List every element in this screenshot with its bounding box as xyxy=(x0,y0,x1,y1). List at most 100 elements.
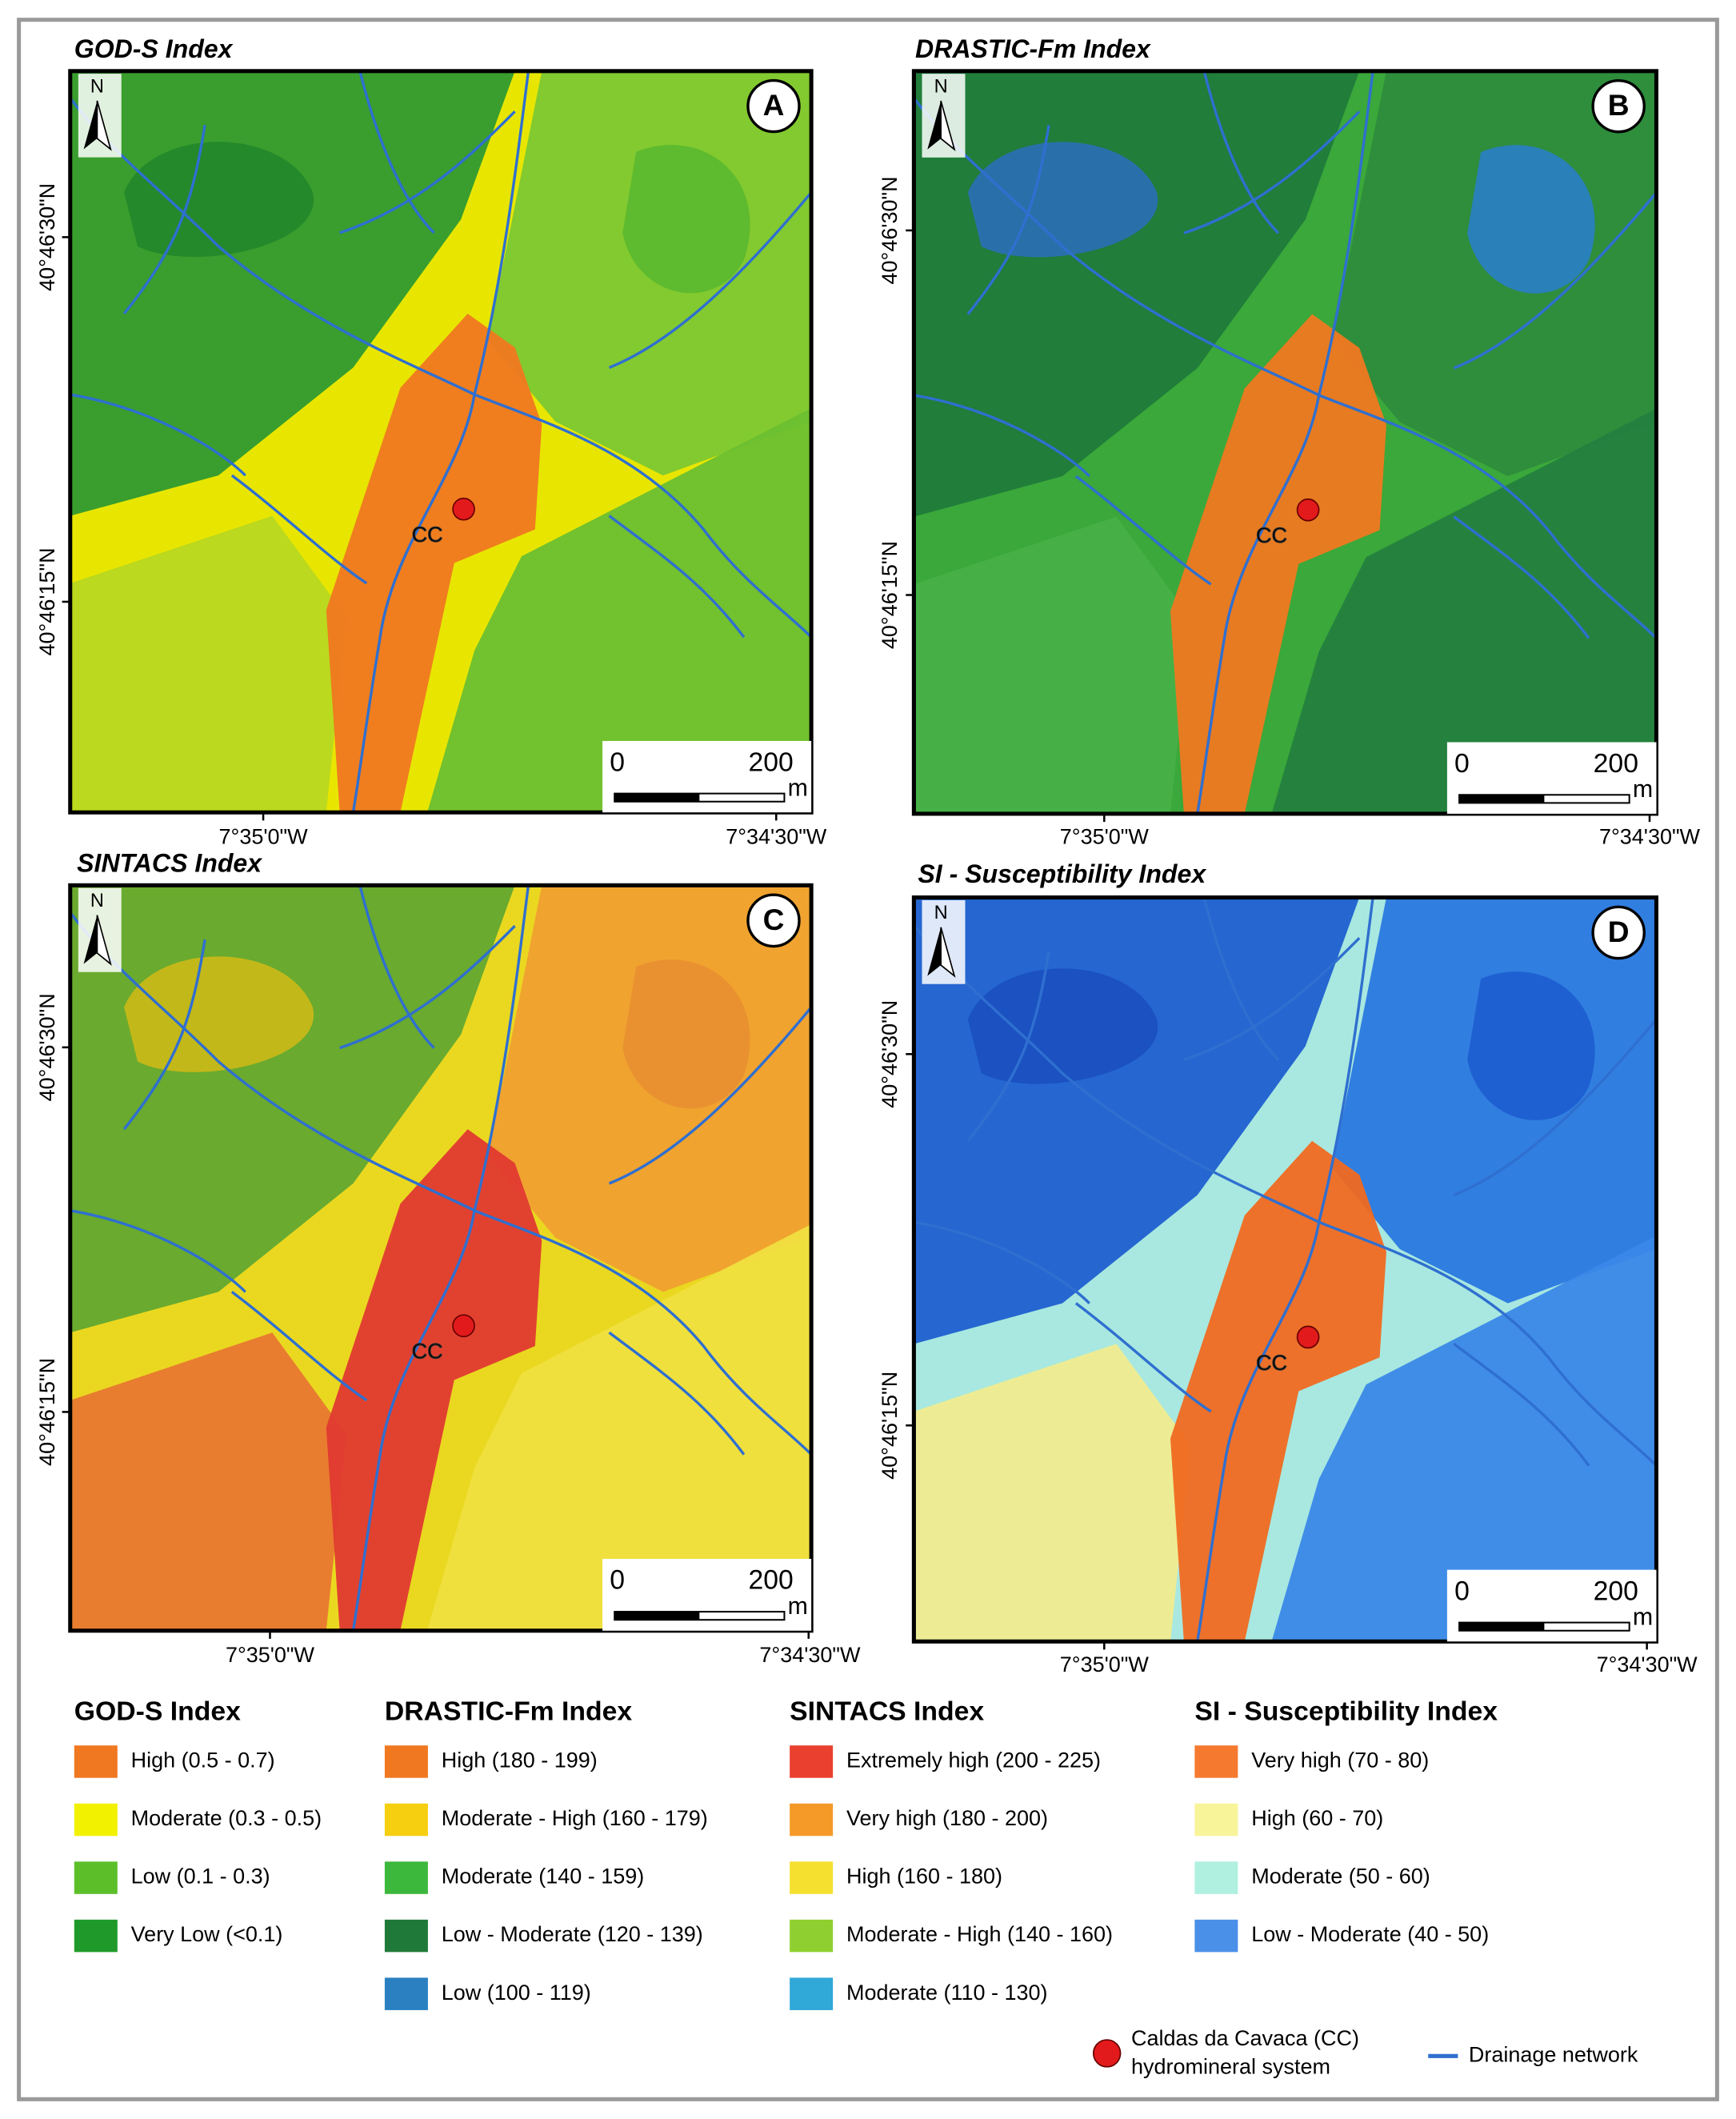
north-arrow xyxy=(83,915,98,964)
longitude-label: 7°35'0"W xyxy=(1060,824,1150,848)
scale-end: 200 xyxy=(749,747,794,777)
scale-bar xyxy=(1459,795,1545,803)
north-arrow xyxy=(83,100,98,150)
map-frame xyxy=(911,895,1658,1644)
latitude-label: 40°46'15"N xyxy=(878,1372,902,1480)
latitude-label: 40°46'15"N xyxy=(878,541,902,649)
longitude-label: 7°34'30"W xyxy=(726,824,827,848)
north-arrow xyxy=(96,100,112,151)
panel-title: SINTACS Index xyxy=(77,848,262,877)
panel-title: GOD-S Index xyxy=(74,34,234,63)
site-label: Caldas da Cavaca (CC) xyxy=(1131,2026,1359,2050)
panel-letter: D xyxy=(1608,915,1630,948)
site-symbol xyxy=(1092,2039,1122,2068)
panel-letter: B xyxy=(1608,88,1630,122)
map-panel: SI - Susceptibility Index 40°46'30"N 40°46… xyxy=(878,859,1698,1676)
scale-unit: m xyxy=(788,775,808,802)
latitude-label: 40°46'15"N xyxy=(35,1358,59,1466)
legend-swatch xyxy=(790,1861,834,1894)
legend-swatch xyxy=(74,1861,118,1894)
legend-title: SI - Susceptibility Index xyxy=(1194,1696,1498,1727)
scale-bar xyxy=(1459,1622,1545,1631)
panel-letter-badge xyxy=(1591,905,1646,960)
legend-title: SINTACS Index xyxy=(790,1696,984,1727)
legend-label: Low (0.1 - 0.3) xyxy=(131,1865,270,1889)
panel-letter-badge xyxy=(1591,78,1646,134)
latitude-label: 40°46'30"N xyxy=(35,183,59,291)
legend-label: Low - Moderate (40 - 50) xyxy=(1251,1922,1489,1946)
north-arrow xyxy=(940,927,956,978)
scale-start: 0 xyxy=(1454,1576,1470,1606)
scale-start: 0 xyxy=(610,1565,625,1596)
legend-title: DRASTIC-Fm Index xyxy=(385,1696,632,1727)
longitude-label: 7°35'0"W xyxy=(1060,1652,1150,1676)
north-label: N xyxy=(90,75,104,96)
legend-swatch xyxy=(790,1803,834,1837)
north-label: N xyxy=(90,891,104,911)
legend-label: Very high (70 - 80) xyxy=(1251,1748,1429,1773)
legend-swatch xyxy=(790,1977,834,2010)
legend-swatch xyxy=(74,1745,118,1778)
scale-unit: m xyxy=(1633,776,1653,803)
legend-label: Moderate (110 - 130) xyxy=(846,1981,1047,2005)
north-label: N xyxy=(934,76,948,97)
latitude-label: 40°46'30"N xyxy=(878,176,902,284)
map-surface xyxy=(70,885,812,1631)
site-marker xyxy=(452,1314,475,1338)
panel-letter: A xyxy=(763,88,785,122)
map-frame xyxy=(68,883,814,1633)
legend-label: Very Low (<0.1) xyxy=(131,1922,283,1946)
north-arrow xyxy=(940,100,956,151)
legend-label: High (160 - 180) xyxy=(846,1865,1002,1889)
map-panel: GOD-S Index 40°46'30"N 40°46'15"N 7°35'0"W 7… xyxy=(35,34,827,848)
map-surface xyxy=(914,897,1657,1642)
scale-start: 0 xyxy=(610,747,625,777)
scale-unit: m xyxy=(1633,1604,1653,1631)
scale-bar xyxy=(614,793,700,802)
longitude-label: 7°34'30"W xyxy=(759,1643,861,1667)
legend-swatch xyxy=(74,1919,118,1953)
legend-label: Moderate (0.3 - 0.5) xyxy=(131,1806,322,1830)
legend-label: High (180 - 199) xyxy=(442,1748,598,1773)
scale-start: 0 xyxy=(1454,748,1470,779)
longitude-label: 7°35'0"W xyxy=(226,1643,315,1667)
legend-label: High (0.5 - 0.7) xyxy=(131,1748,275,1773)
site-label: CC xyxy=(412,523,443,547)
latitude-label: 40°46'30"N xyxy=(35,993,59,1101)
key: Caldas da Cavaca (CC) hydromineral syste… xyxy=(1092,2026,1638,2079)
legend-label: Moderate - High (160 - 179) xyxy=(442,1806,708,1830)
panels: GOD-S Index 40°46'30"N 40°46'15"N 7°35'0"W 7… xyxy=(35,34,1701,1676)
map-frame xyxy=(68,69,814,815)
legend-label: Low (100 - 119) xyxy=(442,1981,591,2005)
legend-label: Moderate (50 - 60) xyxy=(1251,1865,1430,1889)
map-surface xyxy=(914,70,1657,814)
panel-letter-badge xyxy=(746,893,801,948)
site-marker xyxy=(452,497,475,521)
legend-swatch xyxy=(74,1803,118,1837)
longitude-label: 7°35'0"W xyxy=(219,824,309,848)
legend-label: High (60 - 70) xyxy=(1251,1806,1383,1830)
legend-swatch xyxy=(384,1745,428,1778)
drainage-label: Drainage network xyxy=(1469,2042,1638,2066)
legend-label: Moderate - High (140 - 160) xyxy=(846,1922,1113,1946)
north-label: N xyxy=(934,903,948,923)
legend-swatch xyxy=(1194,1861,1238,1894)
north-arrow xyxy=(96,915,112,966)
latitude-label: 40°46'15"N xyxy=(35,547,59,655)
scale-unit: m xyxy=(788,1592,808,1620)
legend-swatch xyxy=(1194,1919,1238,1953)
panel-letter-badge xyxy=(746,78,801,134)
legend-label: Extremely high (200 - 225) xyxy=(846,1748,1101,1773)
legend-swatch xyxy=(1194,1745,1238,1778)
map-frame xyxy=(911,69,1658,816)
site-label-2: hydromineral system xyxy=(1131,2055,1330,2079)
site-label: CC xyxy=(1256,1351,1287,1375)
map-panel: DRASTIC-Fm Index 40°46'30"N 40°46'15"N 7°35… xyxy=(878,34,1701,848)
scale-end: 200 xyxy=(749,1565,794,1596)
longitude-label: 7°34'30"W xyxy=(1599,824,1701,848)
legends: GOD-S Index High (0.5 - 0.7) Moderate (0.3… xyxy=(74,1696,1498,2010)
